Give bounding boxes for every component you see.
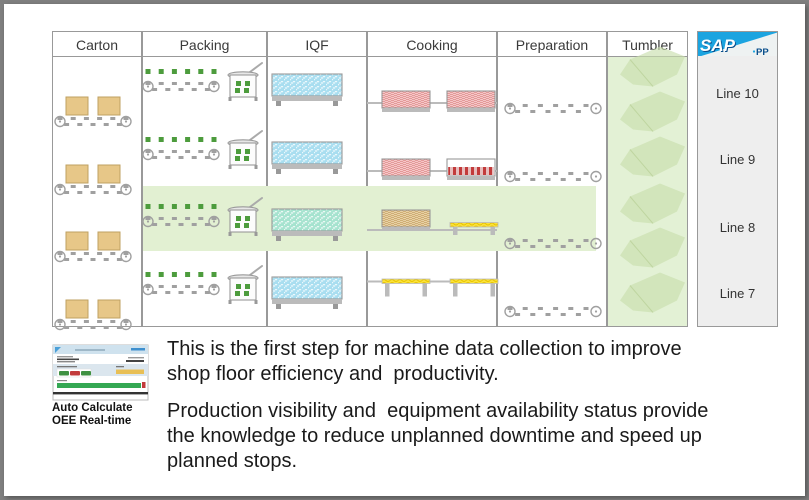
svg-text:SAP: SAP [700, 36, 736, 55]
svg-text:PP: PP [756, 47, 769, 56]
